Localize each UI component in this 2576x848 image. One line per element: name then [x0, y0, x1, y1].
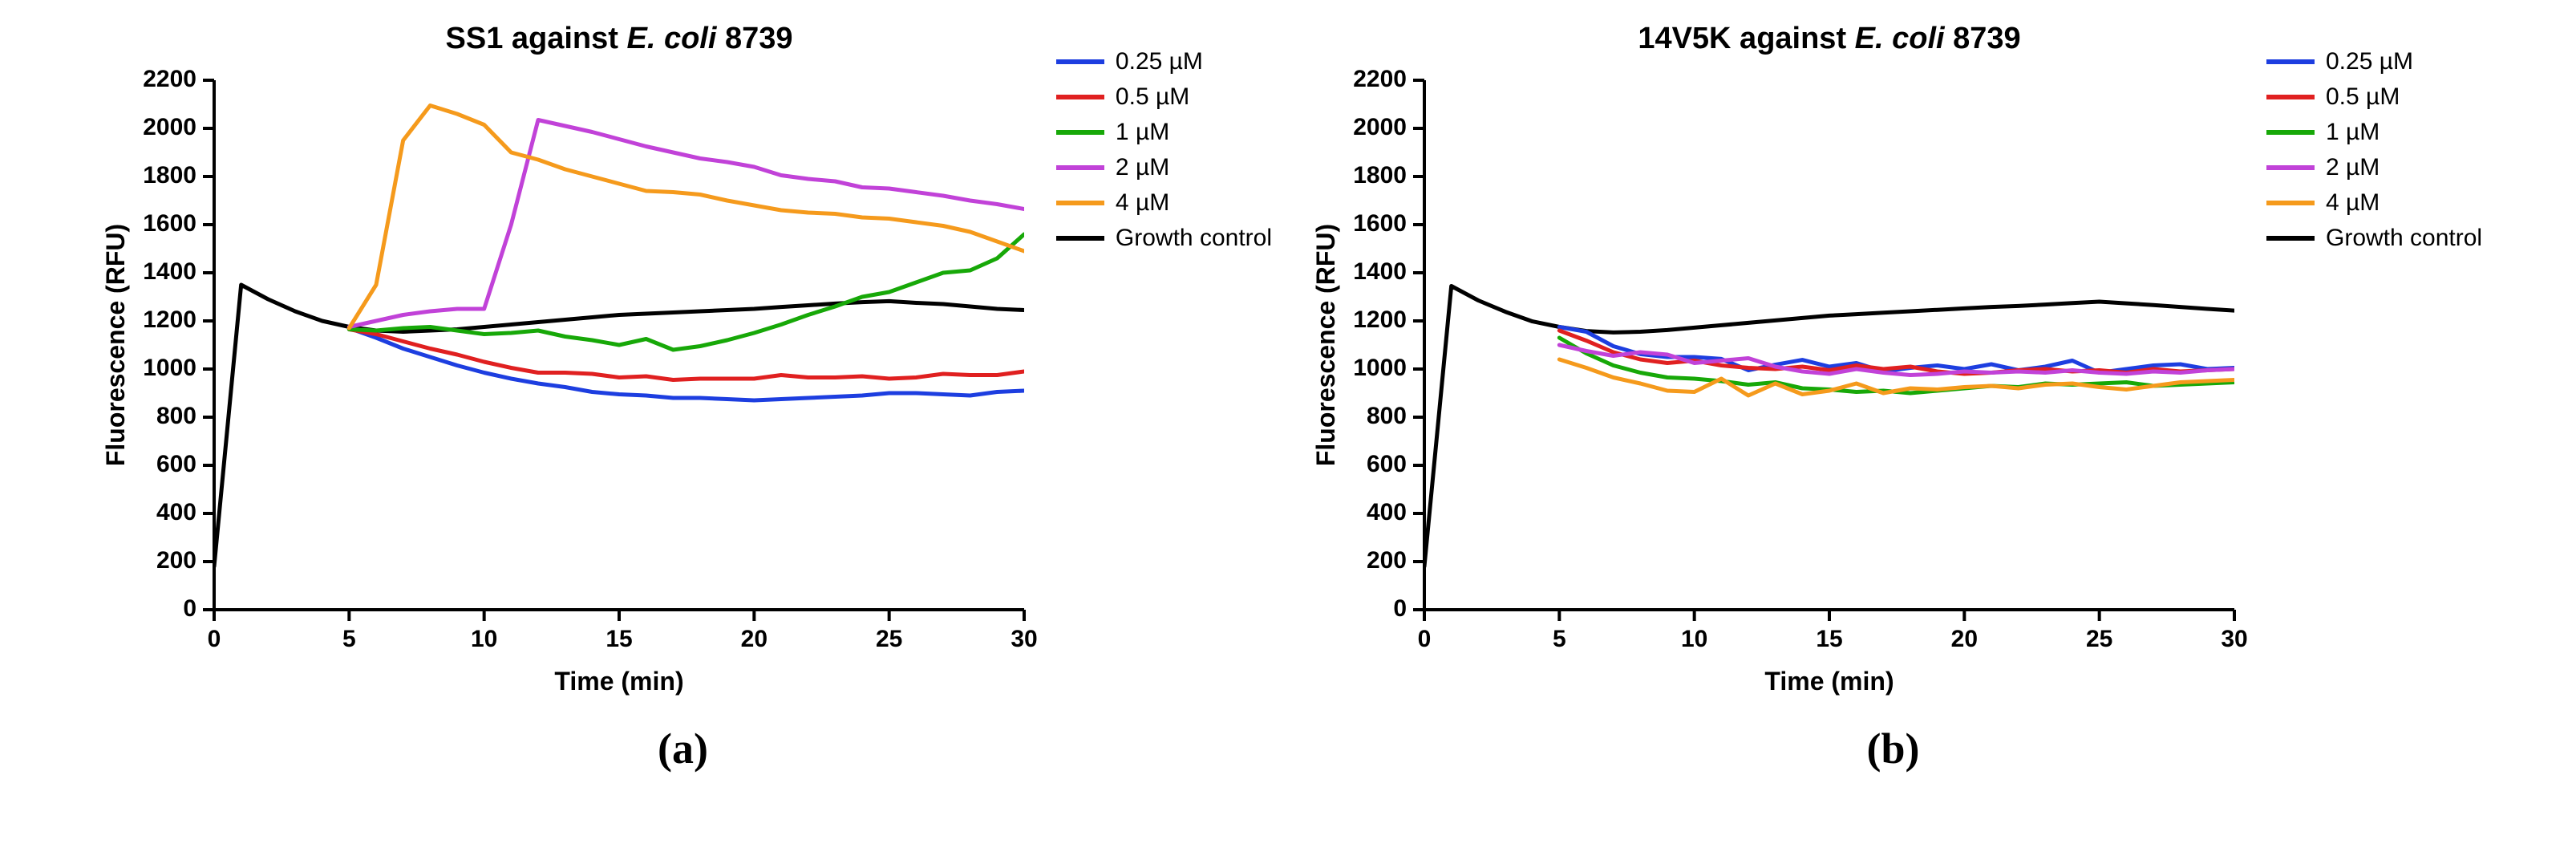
- svg-text:Time (min): Time (min): [1764, 667, 1894, 696]
- legend-label: 0.5 µM: [1116, 83, 1189, 111]
- svg-text:1600: 1600: [1353, 210, 1407, 237]
- legend-label: 0.5 µM: [2326, 83, 2400, 111]
- panel-b-chart: 14V5K against E. coli 873902004006008001…: [1304, 16, 2250, 714]
- legend-label: 0.25 µM: [1116, 48, 1203, 75]
- svg-text:14V5K against E. coli 8739: 14V5K against E. coli 8739: [1638, 22, 2020, 55]
- svg-text:30: 30: [1011, 626, 1037, 652]
- legend-swatch: [1056, 201, 1104, 205]
- legend-swatch: [1056, 130, 1104, 135]
- legend-item: 4 µM: [1056, 189, 1272, 217]
- svg-text:30: 30: [2221, 626, 2247, 652]
- legend-swatch: [1056, 59, 1104, 64]
- svg-text:20: 20: [1951, 626, 1978, 652]
- svg-text:400: 400: [156, 499, 196, 525]
- legend-label: Growth control: [1116, 225, 1272, 252]
- legend-label: 1 µM: [2326, 119, 2380, 146]
- panel-b-plot-row: 14V5K against E. coli 873902004006008001…: [1304, 16, 2482, 714]
- legend-item: 1 µM: [2266, 119, 2482, 146]
- svg-text:600: 600: [1367, 451, 1407, 477]
- svg-text:400: 400: [1367, 499, 1407, 525]
- svg-text:1400: 1400: [143, 258, 196, 285]
- legend-item: 0.25 µM: [1056, 48, 1272, 75]
- legend-label: 4 µM: [2326, 189, 2380, 217]
- legend-swatch: [1056, 165, 1104, 170]
- svg-text:0: 0: [208, 626, 221, 652]
- figure-container: SS1 against E. coli 87390200400600800100…: [0, 0, 2576, 781]
- panel-a: SS1 against E. coli 87390200400600800100…: [94, 16, 1272, 773]
- legend-item: 0.5 µM: [2266, 83, 2482, 111]
- svg-text:600: 600: [156, 451, 196, 477]
- svg-text:1200: 1200: [1353, 306, 1407, 333]
- panel-b: 14V5K against E. coli 873902004006008001…: [1304, 16, 2482, 773]
- panel-a-label: (a): [658, 724, 708, 773]
- legend-swatch: [1056, 236, 1104, 241]
- svg-text:0: 0: [1393, 595, 1407, 622]
- svg-text:Fluorescence (RFU): Fluorescence (RFU): [101, 224, 130, 466]
- legend-swatch: [2266, 59, 2315, 64]
- svg-text:200: 200: [156, 547, 196, 574]
- legend-label: Growth control: [2326, 225, 2482, 252]
- svg-text:15: 15: [1816, 626, 1842, 652]
- legend-item: 1 µM: [1056, 119, 1272, 146]
- legend-label: 1 µM: [1116, 119, 1169, 146]
- svg-text:1400: 1400: [1353, 258, 1407, 285]
- svg-text:2200: 2200: [1353, 66, 1407, 92]
- svg-text:800: 800: [1367, 403, 1407, 429]
- svg-text:10: 10: [471, 626, 497, 652]
- panel-a-chart: SS1 against E. coli 87390200400600800100…: [94, 16, 1040, 714]
- svg-text:200: 200: [1367, 547, 1407, 574]
- svg-text:0: 0: [183, 595, 196, 622]
- panel-b-label: (b): [1867, 724, 1920, 773]
- legend-label: 0.25 µM: [2326, 48, 2413, 75]
- legend-item: Growth control: [2266, 225, 2482, 252]
- svg-text:1800: 1800: [143, 162, 196, 189]
- legend-item: 0.5 µM: [1056, 83, 1272, 111]
- svg-text:0: 0: [1418, 626, 1432, 652]
- svg-text:2200: 2200: [143, 66, 196, 92]
- svg-text:25: 25: [2086, 626, 2112, 652]
- svg-text:1000: 1000: [143, 355, 196, 381]
- legend-item: 2 µM: [1056, 154, 1272, 181]
- svg-text:1000: 1000: [1353, 355, 1407, 381]
- svg-text:Time (min): Time (min): [554, 667, 683, 696]
- panel-a-legend: 0.25 µM 0.5 µM 1 µM 2 µM 4 µM Growth control: [1056, 48, 1272, 260]
- legend-item: 0.25 µM: [2266, 48, 2482, 75]
- legend-swatch: [2266, 95, 2315, 99]
- svg-text:5: 5: [342, 626, 356, 652]
- svg-text:10: 10: [1681, 626, 1707, 652]
- legend-label: 2 µM: [2326, 154, 2380, 181]
- legend-label: 2 µM: [1116, 154, 1169, 181]
- svg-text:1800: 1800: [1353, 162, 1407, 189]
- legend-swatch: [2266, 236, 2315, 241]
- svg-text:2000: 2000: [143, 114, 196, 140]
- legend-item: 4 µM: [2266, 189, 2482, 217]
- svg-text:Fluorescence (RFU): Fluorescence (RFU): [1311, 224, 1340, 466]
- svg-text:1200: 1200: [143, 306, 196, 333]
- panel-b-legend: 0.25 µM 0.5 µM 1 µM 2 µM 4 µM Growth control: [2266, 48, 2482, 260]
- legend-item: Growth control: [1056, 225, 1272, 252]
- legend-swatch: [1056, 95, 1104, 99]
- legend-item: 2 µM: [2266, 154, 2482, 181]
- svg-text:5: 5: [1553, 626, 1566, 652]
- legend-swatch: [2266, 130, 2315, 135]
- svg-text:20: 20: [741, 626, 768, 652]
- svg-text:SS1 against E. coli 8739: SS1 against E. coli 8739: [445, 22, 792, 55]
- legend-swatch: [2266, 165, 2315, 170]
- svg-text:800: 800: [156, 403, 196, 429]
- svg-text:25: 25: [876, 626, 902, 652]
- panel-a-plot-row: SS1 against E. coli 87390200400600800100…: [94, 16, 1272, 714]
- legend-label: 4 µM: [1116, 189, 1169, 217]
- svg-text:2000: 2000: [1353, 114, 1407, 140]
- svg-text:1600: 1600: [143, 210, 196, 237]
- svg-text:15: 15: [606, 626, 632, 652]
- legend-swatch: [2266, 201, 2315, 205]
